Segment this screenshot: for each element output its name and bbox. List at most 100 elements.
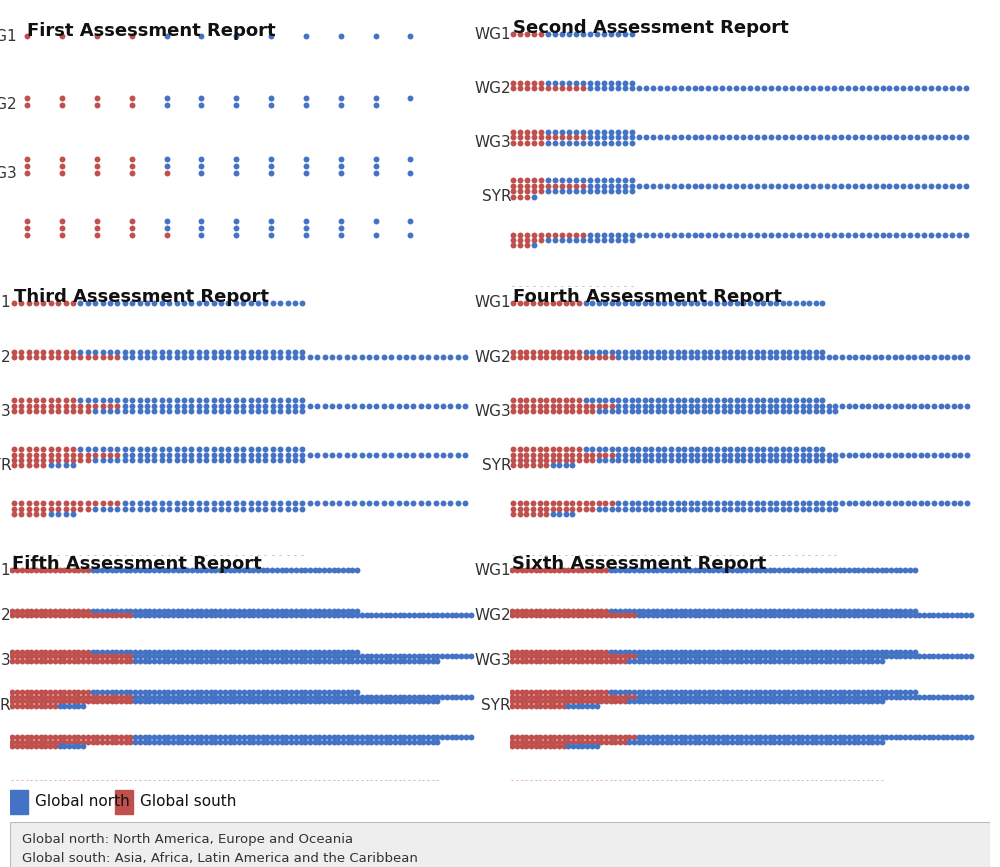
Point	[250, 447, 266, 461]
Point	[693, 179, 709, 192]
Point	[368, 91, 384, 105]
Point	[570, 699, 586, 713]
Point	[892, 564, 908, 577]
Point	[798, 130, 814, 144]
Point	[959, 350, 975, 364]
Point	[814, 350, 830, 364]
Point	[420, 690, 436, 704]
Point	[50, 442, 66, 456]
Point	[805, 130, 821, 144]
Point	[113, 609, 129, 623]
Point	[512, 233, 528, 247]
Point	[551, 735, 567, 749]
Point	[637, 453, 653, 467]
Point	[756, 81, 772, 95]
Point	[378, 694, 394, 708]
Point	[448, 609, 464, 623]
Point	[677, 645, 693, 659]
Point	[250, 345, 266, 359]
Point	[715, 731, 731, 745]
Point	[589, 609, 605, 623]
Point	[801, 399, 817, 413]
Point	[212, 735, 228, 749]
Point	[832, 649, 848, 663]
Point	[701, 609, 717, 623]
Point	[881, 81, 897, 95]
Point	[705, 685, 721, 699]
Point	[888, 179, 904, 192]
Point	[434, 649, 450, 663]
Point	[118, 564, 134, 577]
Point	[827, 776, 843, 790]
Point	[278, 564, 294, 577]
Point	[259, 776, 275, 790]
Point	[626, 690, 642, 704]
Point	[85, 694, 101, 708]
Point	[519, 130, 535, 144]
Point	[804, 694, 820, 708]
Point	[213, 350, 229, 364]
Point	[575, 233, 591, 247]
Point	[589, 685, 605, 699]
Point	[738, 645, 754, 659]
Point	[99, 776, 115, 790]
Point	[207, 645, 223, 659]
Point	[795, 447, 811, 461]
Point	[814, 404, 830, 418]
Point	[9, 564, 25, 577]
Point	[850, 731, 866, 745]
Point	[916, 81, 932, 95]
Point	[435, 350, 451, 364]
Point	[860, 685, 876, 699]
Point	[264, 694, 280, 708]
Point	[677, 694, 693, 708]
Point	[344, 645, 360, 659]
Point	[89, 735, 105, 749]
Point	[525, 399, 541, 413]
Point	[28, 296, 44, 310]
Point	[724, 564, 740, 577]
Point	[512, 447, 528, 461]
Point	[762, 731, 778, 745]
Point	[571, 551, 587, 564]
Point	[939, 609, 955, 623]
Point	[198, 453, 214, 467]
Point	[532, 551, 548, 564]
Point	[80, 453, 96, 467]
Point	[255, 564, 271, 577]
Point	[715, 649, 731, 663]
Point	[23, 649, 39, 663]
FancyBboxPatch shape	[10, 822, 990, 867]
Point	[298, 351, 314, 365]
Point	[23, 735, 39, 749]
Point	[401, 649, 417, 663]
Point	[321, 645, 337, 659]
Text: First Assessment Report: First Assessment Report	[27, 22, 276, 40]
Point	[624, 447, 640, 461]
Point	[505, 404, 521, 418]
Point	[832, 654, 848, 668]
Point	[902, 609, 918, 623]
Point	[847, 399, 863, 413]
Point	[514, 735, 530, 749]
Point	[420, 731, 436, 745]
Point	[65, 497, 81, 511]
Point	[607, 649, 623, 663]
Point	[132, 296, 148, 310]
Point	[959, 399, 975, 413]
Point	[840, 179, 856, 192]
Point	[670, 394, 686, 407]
Point	[288, 654, 304, 668]
Point	[250, 735, 266, 749]
Point	[189, 694, 205, 708]
Point	[525, 551, 541, 564]
Point	[512, 556, 528, 570]
Point	[526, 233, 542, 247]
Point	[146, 645, 162, 659]
Point	[52, 685, 68, 699]
Point	[331, 497, 347, 511]
Point	[228, 296, 244, 310]
Point	[919, 447, 935, 461]
Point	[151, 685, 167, 699]
Point	[874, 685, 890, 699]
